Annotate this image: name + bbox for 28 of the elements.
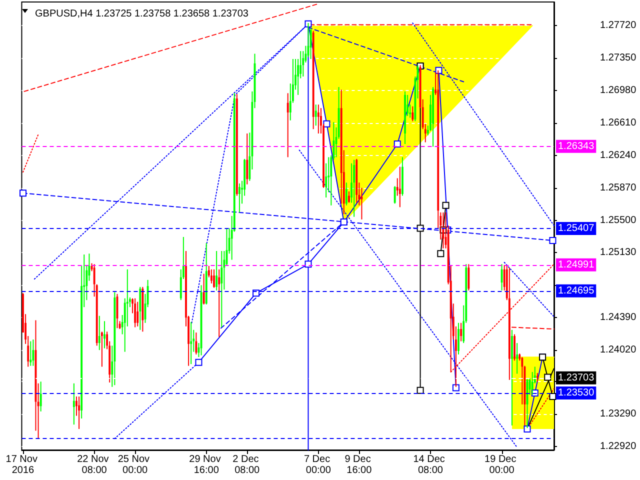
y-tick-label: 1.27350	[600, 52, 637, 64]
y-tick-label: 1.22920	[600, 440, 637, 452]
ref-line-label: 1.24991	[558, 259, 595, 270]
x-tick-label: 19 Dec 00:00	[484, 454, 520, 476]
ref-line-label: 1.25407	[558, 222, 595, 234]
x-tick-label: 14 Dec 08:00	[413, 454, 448, 476]
y-tick-label: 1.27720	[600, 20, 637, 32]
y-tick-label: 1.26980	[600, 85, 637, 96]
y-tick-label: 1.23290	[600, 408, 637, 420]
y-tick-label: 1.26240	[600, 150, 637, 161]
ref-line-label: 1.23703	[558, 372, 595, 384]
y-tick-label: 1.24020	[600, 344, 637, 356]
y-tick-label: 1.24390	[600, 312, 637, 324]
x-tick-label: 25 Nov 00:00	[118, 454, 152, 476]
x-tick-label: 2 Dec 08:00	[232, 454, 262, 476]
ref-line-label: 1.26343	[558, 140, 595, 152]
x-tick-label: 9 Dec 16:00	[344, 454, 374, 476]
x-tick-label: 7 Dec 00:00	[304, 454, 333, 476]
x-tick-label: 22 Nov 08:00	[77, 454, 112, 476]
ref-line-label: 1.23530	[558, 388, 595, 399]
x-tick-label: 17 Nov 2016	[6, 454, 40, 476]
y-tick-label: 1.25130	[600, 247, 637, 258]
x-tick-label: 29 Nov 16:00	[189, 454, 224, 476]
y-tick-label: 1.26610	[600, 117, 637, 128]
y-tick-label: 1.25500	[600, 214, 637, 226]
ref-line-label: 1.24695	[558, 285, 595, 296]
text: GBPUSD,H4 1.23725 1.23758 1.23658 1.23703	[35, 8, 249, 20]
y-tick-label: 1.25870	[600, 182, 637, 194]
